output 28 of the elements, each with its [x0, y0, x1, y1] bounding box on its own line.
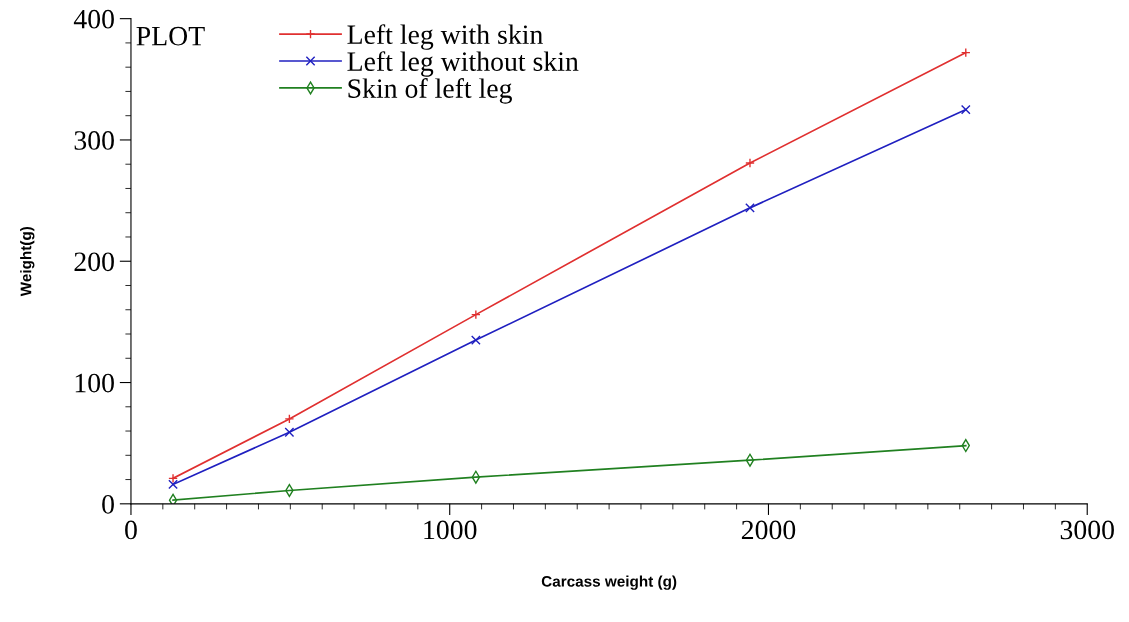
point [960, 104, 971, 115]
y-axis-title: Weight(g) [20, 226, 35, 297]
point [470, 309, 481, 320]
y-tick-label: 400 [73, 9, 114, 29]
point [284, 414, 295, 424]
point [745, 158, 755, 168]
point [745, 453, 755, 467]
point [168, 479, 178, 490]
point [168, 493, 178, 504]
point [471, 470, 481, 484]
x-tick-label: 0 [125, 520, 137, 540]
point [470, 335, 481, 345]
legend-label: Left leg with skin [347, 24, 543, 50]
point [745, 203, 755, 213]
x-tick-label: 1000 [424, 520, 477, 540]
point [961, 439, 971, 453]
x-axis-title: Carcass weight (g) [541, 575, 677, 590]
y-tick-label: 200 [74, 252, 114, 272]
point [284, 427, 295, 438]
x-tick-label: 2000 [741, 520, 796, 540]
legend-title: PLOT [136, 26, 205, 46]
y-tick-label: 300 [74, 131, 114, 150]
legend-label: Skin of left leg [348, 78, 512, 104]
y-tick-label: 100 [75, 373, 114, 393]
point [168, 473, 178, 484]
y-tick-label: 0 [102, 494, 114, 514]
x-tick-label: 3000 [1060, 520, 1114, 540]
legend-label: Left leg without skin [347, 51, 579, 77]
